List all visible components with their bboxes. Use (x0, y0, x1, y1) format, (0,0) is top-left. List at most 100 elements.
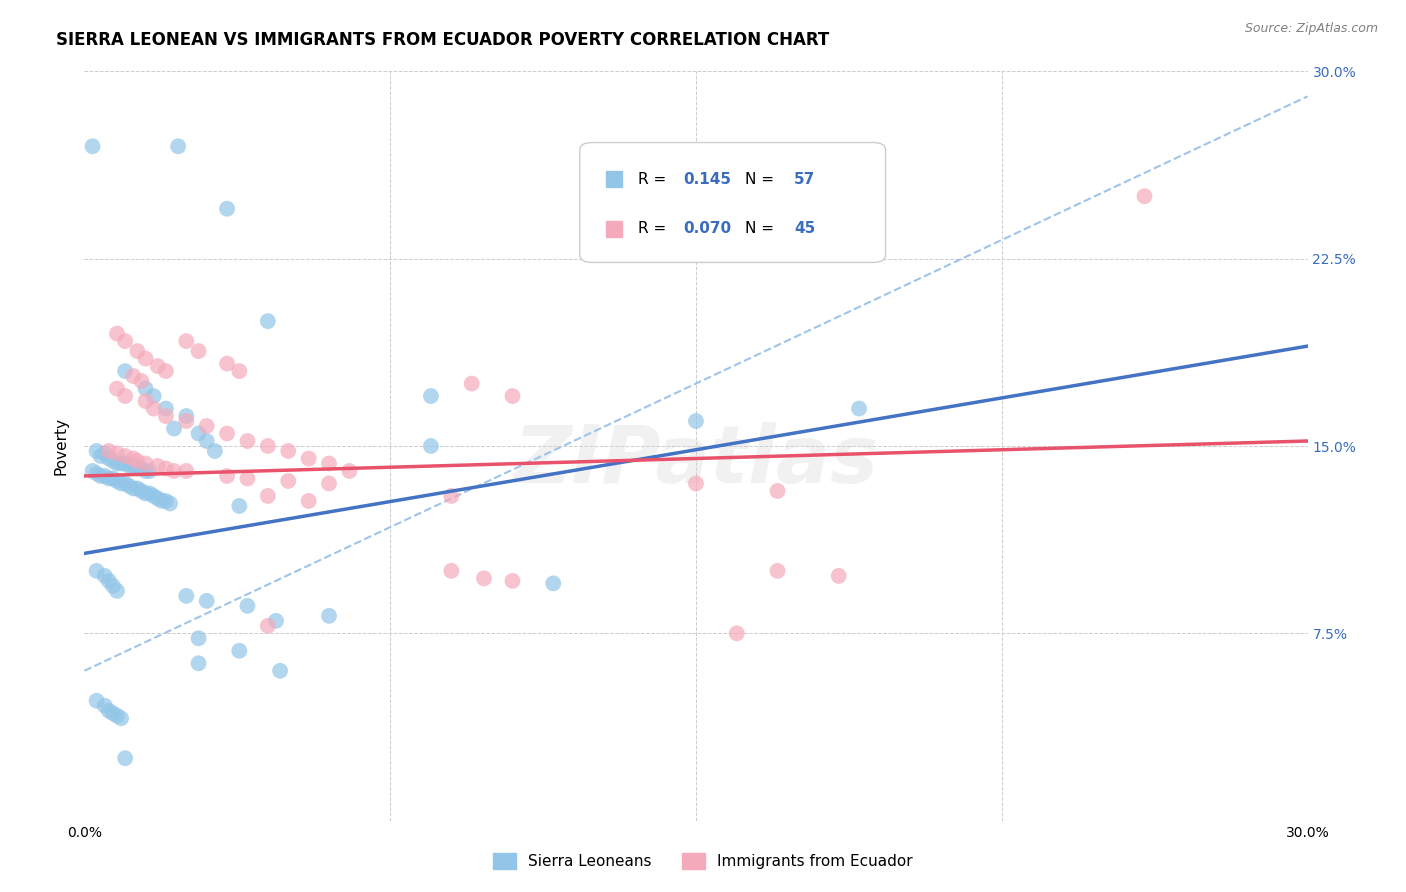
Point (101, 579, 124, 593)
Text: N =: N = (745, 221, 779, 236)
Point (155, 364, 177, 378)
Point (131, 461, 153, 475)
Point (217, 469, 239, 483)
Point (105, 583, 128, 598)
Point (90, 449, 112, 463)
Point (142, 401, 165, 416)
Y-axis label: Poverty: Poverty (53, 417, 69, 475)
Text: 0.145: 0.145 (683, 172, 731, 187)
Point (90, 469, 112, 483)
Point (97, 471, 120, 485)
Text: 0.070: 0.070 (683, 221, 733, 236)
Point (122, 482, 145, 496)
Point (127, 482, 149, 496)
Point (174, 589, 197, 603)
Text: 57: 57 (794, 172, 815, 187)
Point (257, 314, 280, 328)
Point (502, 389, 524, 403)
Point (110, 711, 132, 725)
Point (828, 569, 851, 583)
Point (135, 382, 157, 396)
Point (146, 491, 169, 506)
Point (228, 364, 250, 378)
Point (440, 564, 463, 578)
Point (228, 644, 250, 658)
Text: R =: R = (638, 221, 672, 236)
Point (93, 698, 115, 713)
Point (174, 414, 197, 428)
Point (82, 139, 104, 153)
Point (269, 664, 291, 678)
Point (159, 496, 181, 510)
Point (187, 344, 209, 359)
Point (86, 694, 108, 708)
Point (155, 409, 177, 423)
Point (543, 576, 565, 591)
Point (848, 401, 870, 416)
Point (105, 474, 128, 488)
Point (118, 479, 141, 493)
Point (86, 467, 108, 481)
Text: R =: R = (638, 172, 672, 187)
Point (236, 599, 259, 613)
Point (318, 476, 340, 491)
Point (685, 414, 707, 428)
Point (135, 351, 157, 366)
Point (82, 464, 104, 478)
Point (257, 439, 280, 453)
Point (105, 457, 128, 471)
Point (195, 419, 218, 434)
Point (127, 344, 149, 359)
Point (725, 626, 748, 640)
Point (114, 457, 136, 471)
Text: N =: N = (745, 172, 779, 187)
Point (101, 706, 124, 721)
Point (114, 449, 136, 463)
Point (420, 389, 443, 403)
Point (97, 704, 120, 718)
Text: Source: ZipAtlas.com: Source: ZipAtlas.com (1244, 22, 1378, 36)
Point (195, 434, 218, 448)
Point (502, 574, 524, 588)
Point (105, 382, 128, 396)
Point (187, 657, 209, 671)
Point (264, 614, 287, 628)
Point (766, 483, 789, 498)
Point (257, 619, 280, 633)
Point (1133, 189, 1156, 203)
Point (472, 571, 495, 585)
Point (135, 464, 157, 478)
Point (318, 457, 340, 471)
Point (236, 434, 259, 448)
Point (155, 494, 177, 508)
Point (217, 357, 239, 371)
Point (101, 454, 124, 468)
Point (146, 359, 169, 373)
Point (318, 608, 340, 623)
Point (440, 489, 463, 503)
Text: SIERRA LEONEAN VS IMMIGRANTS FROM ECUADOR POVERTY CORRELATION CHART: SIERRA LEONEAN VS IMMIGRANTS FROM ECUADO… (56, 31, 830, 49)
Point (257, 489, 280, 503)
Point (174, 409, 197, 423)
Point (114, 334, 136, 348)
Point (217, 426, 239, 441)
Point (298, 451, 321, 466)
Point (146, 458, 169, 473)
Point (174, 464, 197, 478)
Point (155, 461, 177, 475)
Point (142, 389, 165, 403)
Point (138, 464, 160, 478)
Point (150, 494, 173, 508)
Point (93, 446, 115, 460)
Point (114, 751, 136, 765)
Point (228, 499, 250, 513)
Point (122, 458, 145, 473)
Point (114, 389, 136, 403)
Point (86, 564, 108, 578)
Point (97, 444, 120, 458)
Point (118, 458, 141, 473)
Point (420, 439, 443, 453)
Point (110, 457, 132, 471)
Point (135, 457, 157, 471)
Point (135, 486, 157, 500)
